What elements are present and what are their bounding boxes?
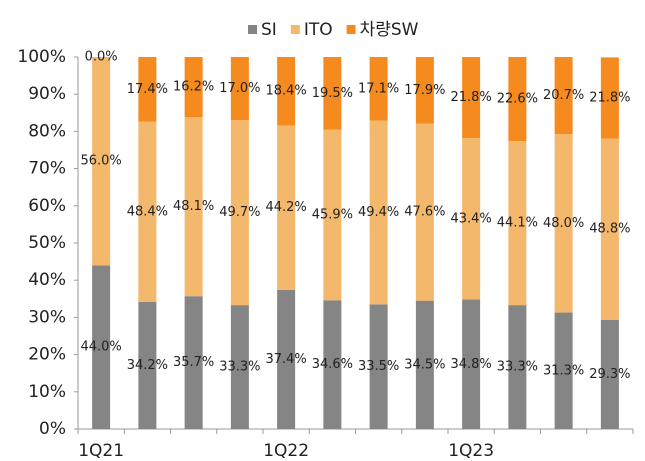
value-label: 48.1% bbox=[173, 199, 214, 214]
y-tick-label: 10% bbox=[28, 382, 66, 402]
bar-segment bbox=[277, 57, 296, 126]
value-label: 21.8% bbox=[589, 90, 630, 105]
value-label: 34.2% bbox=[127, 358, 168, 373]
bar-segment bbox=[277, 125, 296, 290]
value-label: 17.1% bbox=[358, 81, 399, 96]
value-label: 43.4% bbox=[450, 211, 491, 226]
y-tick-label: 20% bbox=[28, 345, 66, 365]
value-label: 33.3% bbox=[497, 360, 538, 375]
bar-segment bbox=[323, 57, 342, 130]
legend-swatch bbox=[248, 25, 257, 34]
y-tick-label: 50% bbox=[28, 233, 66, 253]
bar-segment bbox=[415, 123, 434, 301]
bar-segment bbox=[600, 57, 619, 139]
y-tick-label: 70% bbox=[28, 159, 66, 179]
bar-segment bbox=[508, 305, 527, 429]
value-label: 37.4% bbox=[265, 352, 306, 367]
legend-label: 차량SW bbox=[360, 20, 419, 40]
y-tick-label: 0% bbox=[39, 419, 66, 439]
value-label: 56.0% bbox=[80, 154, 121, 169]
value-label: 0.0% bbox=[85, 50, 118, 65]
bar-segment bbox=[184, 57, 203, 118]
bar-segment bbox=[92, 265, 111, 429]
bar-segment bbox=[277, 289, 296, 429]
value-label: 19.5% bbox=[312, 86, 353, 101]
legend-label: SI bbox=[261, 20, 277, 40]
bar-segment bbox=[462, 138, 481, 300]
bar-segment bbox=[415, 57, 434, 124]
value-label: 17.4% bbox=[127, 82, 168, 97]
bar-segment bbox=[554, 57, 573, 135]
y-tick-label: 90% bbox=[28, 84, 66, 104]
legend-swatch bbox=[346, 25, 356, 34]
bar-segment bbox=[554, 312, 573, 429]
bar-segment bbox=[462, 299, 481, 429]
y-tick-label: 40% bbox=[28, 270, 66, 290]
value-label: 48.8% bbox=[589, 222, 630, 237]
value-label: 18.4% bbox=[265, 84, 306, 99]
value-label: 34.8% bbox=[450, 357, 491, 372]
value-label: 48.0% bbox=[543, 216, 584, 231]
value-label: 34.6% bbox=[312, 357, 353, 372]
bar-segment bbox=[323, 129, 342, 301]
y-tick-label: 30% bbox=[28, 307, 66, 327]
bar-segment bbox=[600, 138, 619, 321]
value-label: 33.3% bbox=[219, 360, 260, 375]
bar-segment bbox=[508, 141, 527, 306]
value-label: 21.8% bbox=[450, 90, 491, 105]
bar-segment bbox=[508, 57, 527, 142]
x-tick-label: 1Q21 bbox=[78, 441, 124, 461]
bar-segment bbox=[369, 120, 388, 305]
bar-segment bbox=[230, 305, 249, 429]
value-label: 44.0% bbox=[80, 340, 121, 355]
legend-label: ITO bbox=[304, 20, 333, 40]
value-label: 47.6% bbox=[404, 205, 445, 220]
bar-segment bbox=[230, 120, 249, 306]
y-tick-label: 100% bbox=[17, 47, 66, 67]
value-label: 17.9% bbox=[404, 83, 445, 98]
y-tick-label: 80% bbox=[28, 121, 66, 141]
bar-segment bbox=[462, 57, 481, 139]
value-label: 20.7% bbox=[543, 88, 584, 103]
bar-segment bbox=[138, 121, 157, 302]
value-label: 49.7% bbox=[219, 205, 260, 220]
value-label: 16.2% bbox=[173, 80, 214, 95]
value-label: 31.3% bbox=[543, 363, 584, 378]
value-label: 22.6% bbox=[497, 92, 538, 107]
value-label: 17.0% bbox=[219, 81, 260, 96]
bar-segment bbox=[369, 57, 388, 121]
value-label: 35.7% bbox=[173, 355, 214, 370]
bar-segment bbox=[184, 296, 203, 429]
y-tick-label: 60% bbox=[28, 196, 66, 216]
value-label: 44.1% bbox=[497, 216, 538, 231]
bar-segment bbox=[415, 300, 434, 429]
bar-segment bbox=[230, 57, 249, 121]
value-label: 29.3% bbox=[589, 367, 630, 382]
value-label: 33.5% bbox=[358, 359, 399, 374]
bar-segment bbox=[138, 301, 157, 429]
bar-segment bbox=[554, 134, 573, 313]
bar-segment bbox=[369, 304, 388, 429]
bar-segment bbox=[600, 320, 619, 429]
value-label: 44.2% bbox=[265, 200, 306, 215]
x-tick-label: 1Q22 bbox=[263, 441, 309, 461]
value-label: 49.4% bbox=[358, 205, 399, 220]
bar-segment bbox=[184, 117, 203, 297]
value-label: 45.9% bbox=[312, 207, 353, 222]
value-label: 48.4% bbox=[127, 204, 168, 219]
x-tick-label: 1Q23 bbox=[448, 441, 494, 461]
legend-swatch bbox=[290, 25, 300, 34]
value-label: 34.5% bbox=[404, 357, 445, 372]
bar-segment bbox=[92, 57, 111, 266]
bar-segment bbox=[138, 57, 157, 122]
bar-segment bbox=[323, 300, 342, 429]
